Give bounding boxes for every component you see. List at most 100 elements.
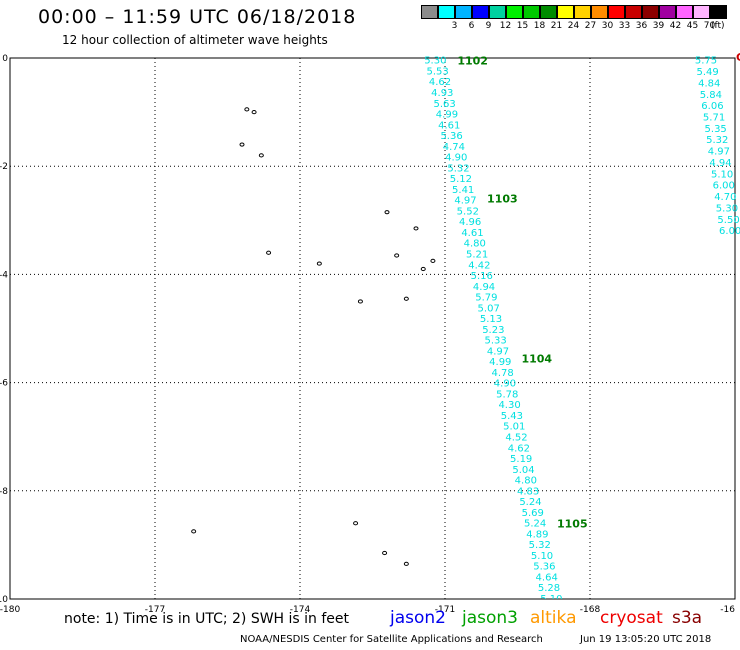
wave-height-value: 4.78 bbox=[491, 368, 513, 379]
wave-height-value: 5.41 bbox=[452, 185, 474, 196]
color-scale-label: 42 bbox=[669, 21, 682, 31]
x-tick-label: -168 bbox=[580, 605, 601, 615]
wave-height-value: 5.49 bbox=[696, 67, 718, 78]
island-outline bbox=[430, 258, 436, 263]
wave-height-value: 5.43 bbox=[501, 411, 523, 422]
wave-height-value: 5.30 bbox=[716, 203, 738, 214]
wave-height-value: 4.64 bbox=[536, 572, 558, 583]
color-scale-label: 36 bbox=[635, 21, 648, 31]
color-scale-swatch bbox=[557, 5, 574, 19]
wave-height-value: 4.99 bbox=[489, 357, 511, 368]
footer-timestamp: Jun 19 13:05:20 UTC 2018 bbox=[580, 634, 712, 645]
wave-height-value: 4.61 bbox=[461, 228, 483, 239]
satellite-label-s3a: s3a bbox=[672, 608, 703, 628]
wave-height-value: 4.62 bbox=[508, 443, 530, 454]
satellite-label-jason3: jason3 bbox=[462, 608, 518, 628]
wave-height-value: 5.10 bbox=[711, 169, 733, 180]
wave-height-value: 4.80 bbox=[464, 239, 486, 250]
wave-height-value: 4.96 bbox=[459, 217, 481, 228]
wave-height-value: 5.63 bbox=[433, 99, 455, 110]
wave-height-value: 5.16 bbox=[471, 271, 493, 282]
color-scale-swatch bbox=[693, 5, 710, 19]
x-tick-label: -177 bbox=[145, 605, 165, 615]
x-tick-label: -16 bbox=[720, 605, 735, 615]
island-outline bbox=[384, 210, 390, 215]
wave-height-value: 5.07 bbox=[478, 303, 500, 314]
wave-height-value: 4.30 bbox=[498, 400, 520, 411]
wave-height-value: 4.62 bbox=[429, 77, 451, 88]
island-outline bbox=[382, 550, 388, 556]
wave-height-value: 5.24 bbox=[524, 519, 546, 530]
footer-credit: NOAA/NESDIS Center for Satellite Applica… bbox=[240, 634, 543, 645]
color-scale-label: 24 bbox=[567, 21, 580, 31]
wave-height-value: 5.84 bbox=[700, 90, 722, 101]
wave-height-value: 5.69 bbox=[522, 508, 544, 519]
color-scale-label: 27 bbox=[584, 21, 597, 31]
satellite-label-altika: altika bbox=[530, 608, 577, 628]
cropped-marker-label: C bbox=[736, 51, 740, 64]
island-outline bbox=[353, 521, 359, 526]
wave-height-value: 5.79 bbox=[475, 293, 497, 304]
island-outline bbox=[403, 296, 409, 301]
island-outline bbox=[258, 153, 264, 158]
island-outline bbox=[316, 261, 322, 266]
color-scale-swatch bbox=[659, 5, 676, 19]
wave-height-value: 5.52 bbox=[457, 206, 479, 217]
wave-height-value: 5.23 bbox=[482, 325, 504, 336]
color-scale-swatch bbox=[540, 5, 557, 19]
y-tick-label: -6 bbox=[0, 379, 8, 389]
wave-height-value: 5.50 bbox=[717, 215, 739, 226]
color-scale-label: 6 bbox=[468, 21, 475, 31]
y-tick-label: -2 bbox=[0, 162, 8, 172]
wave-height-value: 5.32 bbox=[529, 540, 551, 551]
island-outline bbox=[244, 107, 250, 112]
y-tick-label: 0 bbox=[2, 54, 8, 64]
color-scale-label: 21 bbox=[550, 21, 563, 31]
wave-height-value: 5.35 bbox=[705, 124, 727, 135]
chart-title: 00:00 – 11:59 UTC 06/18/2018 bbox=[38, 6, 357, 28]
wave-height-value: 4.90 bbox=[494, 379, 516, 390]
wave-height-value: 5.32 bbox=[706, 135, 728, 146]
color-scale-label: 9 bbox=[485, 21, 492, 31]
color-scale-swatch bbox=[455, 5, 472, 19]
island-outline bbox=[266, 250, 272, 255]
wave-height-value: 4.97 bbox=[708, 147, 730, 158]
satellite-label-jason2: jason2 bbox=[390, 608, 446, 628]
y-tick-label: -10 bbox=[0, 595, 8, 605]
color-scale-label: 12 bbox=[499, 21, 512, 31]
wave-height-value: 5.10 bbox=[540, 594, 562, 605]
color-scale-swatch bbox=[710, 5, 727, 19]
wave-height-value: 5.19 bbox=[510, 454, 532, 465]
island-outline bbox=[251, 110, 257, 115]
x-tick-label: -180 bbox=[0, 605, 20, 615]
wave-height-value: 5.75 bbox=[695, 56, 717, 67]
wave-height-value: 5.30 bbox=[424, 56, 446, 67]
wave-height-value: 5.78 bbox=[496, 389, 518, 400]
wave-height-value: 4.42 bbox=[468, 260, 490, 271]
x-tick-label: -174 bbox=[290, 605, 311, 615]
color-scale-label: 30 bbox=[601, 21, 614, 31]
wave-height-value: 5.36 bbox=[533, 562, 555, 573]
wave-height-value: 5.13 bbox=[480, 314, 502, 325]
pass-time-label: 1103 bbox=[487, 193, 518, 206]
wave-height-value: 5.32 bbox=[447, 163, 469, 174]
color-scale-swatch bbox=[506, 5, 523, 19]
wave-height-value: 5.04 bbox=[512, 465, 534, 476]
color-scale-label: 15 bbox=[516, 21, 529, 31]
pass-time-label: 1105 bbox=[557, 517, 588, 530]
color-scale-swatch bbox=[642, 5, 659, 19]
wave-height-value: 5.28 bbox=[538, 583, 560, 594]
wave-height-value: 4.84 bbox=[698, 78, 720, 89]
wave-height-value: 6.06 bbox=[701, 101, 723, 112]
wave-height-value: 5.24 bbox=[519, 497, 541, 508]
wave-height-value: 4.74 bbox=[443, 142, 465, 153]
wave-height-value: 4.99 bbox=[436, 110, 458, 121]
island-outline bbox=[357, 299, 363, 304]
island-outline bbox=[191, 529, 197, 534]
wave-height-value: 4.70 bbox=[714, 192, 736, 203]
color-scale-swatch bbox=[574, 5, 591, 19]
wave-height-value: 5.71 bbox=[703, 113, 725, 124]
wave-height-value: 5.36 bbox=[440, 131, 462, 142]
satellite-label-cryosat: cryosat bbox=[600, 608, 663, 628]
pass-time-label: 1102 bbox=[457, 55, 488, 68]
